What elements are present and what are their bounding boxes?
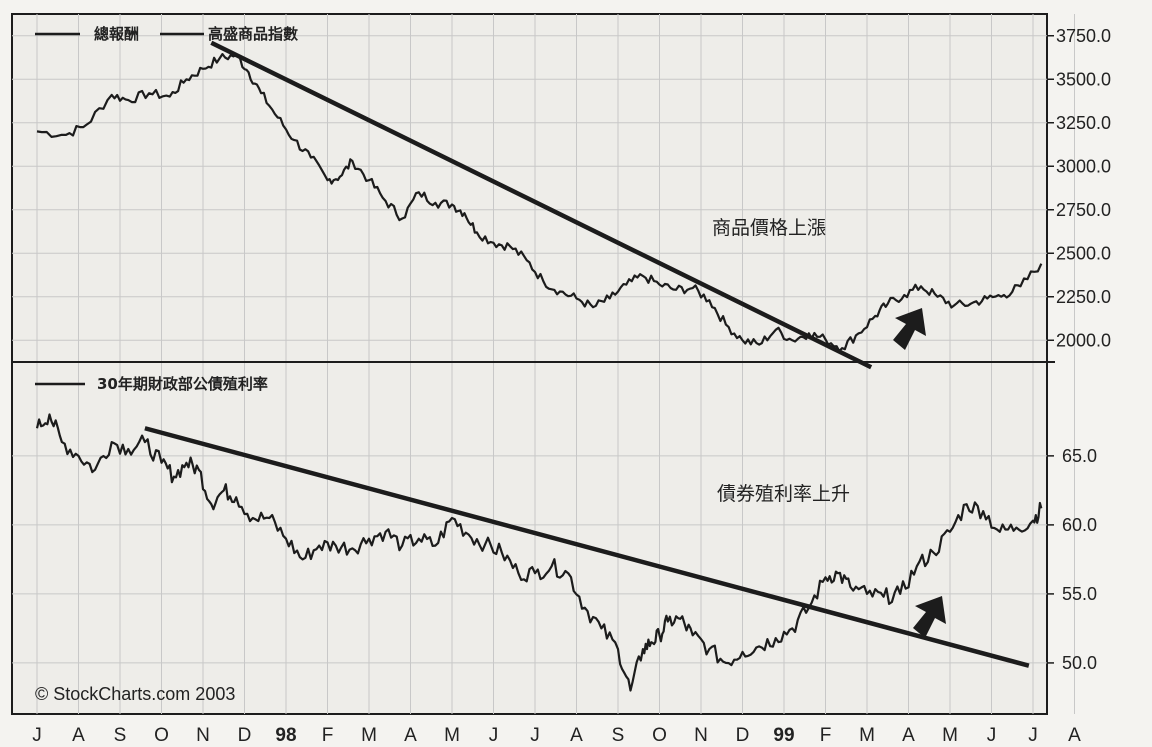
chart-frame [11, 13, 1048, 715]
x-tick-label: A [72, 725, 85, 746]
y-tick-label: 2000.0 [1056, 330, 1111, 350]
legend-label-total-return: 總報酬 [94, 25, 139, 43]
bottom-y-axis: 50.0 55.0 60.0 65.0 [1047, 446, 1097, 673]
x-tick-label: A [404, 725, 417, 746]
x-tick-label: S [114, 725, 127, 746]
x-tick-label: D [736, 725, 750, 746]
x-tick-label: D [238, 725, 252, 746]
x-tick-label: J [32, 725, 42, 746]
x-tick-label: 99 [773, 725, 794, 746]
x-tick-label: A [902, 725, 915, 746]
x-tick-label: J [489, 725, 499, 746]
up-arrow-icon [913, 596, 946, 638]
y-tick-label: 3500.0 [1056, 69, 1111, 89]
x-tick-label: J [987, 725, 997, 746]
bottom-series-group [35, 413, 1043, 692]
x-tick-label: F [820, 725, 832, 746]
y-tick-label: 2250.0 [1056, 287, 1111, 307]
series-line [35, 413, 1043, 692]
x-tick-label: M [942, 725, 958, 746]
grid-lines [12, 14, 1075, 714]
y-tick-label: 3000.0 [1056, 156, 1111, 176]
x-tick-label: F [322, 725, 334, 746]
y-tick-label: 65.0 [1062, 446, 1097, 466]
y-tick-label: 60.0 [1062, 515, 1097, 535]
trendline [144, 426, 1030, 668]
trendline [210, 40, 873, 370]
x-tick-label: M [361, 725, 377, 746]
y-tick-label: 3750.0 [1056, 26, 1111, 46]
up-arrow-icon [893, 308, 926, 350]
x-tick-label: N [694, 725, 708, 746]
y-tick-label: 2500.0 [1056, 243, 1111, 263]
x-tick-label: O [154, 725, 169, 746]
y-tick-label: 2750.0 [1056, 200, 1111, 220]
annotation-yield-rise: 債券殖利率上升 [717, 483, 850, 505]
x-tick-label: O [652, 725, 667, 746]
x-tick-label: M [444, 725, 460, 746]
x-tick-label: 98 [275, 725, 296, 746]
y-tick-label: 3250.0 [1056, 113, 1111, 133]
bottom-legend: 30年期財政部公債殖利率 [35, 375, 268, 393]
annotation-commodity-rise: 商品價格上漲 [712, 217, 826, 239]
x-tick-label: A [570, 725, 583, 746]
x-tick-label: N [196, 725, 210, 746]
y-tick-label: 50.0 [1062, 653, 1097, 673]
top-series-group [36, 40, 1043, 370]
top-legend: 總報酬 高盛商品指數 [35, 25, 298, 43]
x-tick-label: J [530, 725, 540, 746]
top-y-axis: 2000.0 2250.0 2500.0 2750.0 3000.0 3250.0 3500… [1047, 26, 1111, 350]
legend-label-yield: 30年期財政部公債殖利率 [97, 375, 268, 393]
y-tick-label: 55.0 [1062, 584, 1097, 604]
x-axis-months: J A S O N D 98 F M A M J J A S O N D 99 F M A M J J A [32, 725, 1081, 746]
x-tick-label: J [1028, 725, 1038, 746]
x-tick-label: S [612, 725, 625, 746]
x-tick-label: M [859, 725, 875, 746]
legend-label-gsci: 高盛商品指數 [208, 25, 298, 43]
x-tick-label: A [1068, 725, 1081, 746]
copyright-credit: © StockCharts.com 2003 [35, 684, 235, 704]
